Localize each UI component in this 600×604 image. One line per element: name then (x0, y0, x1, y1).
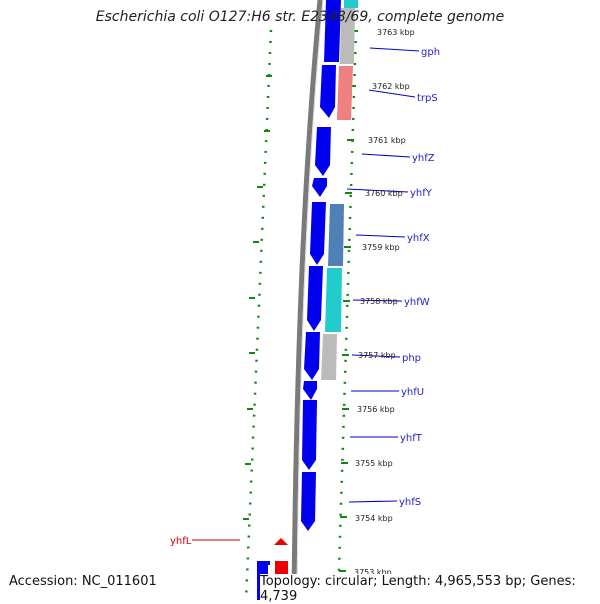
cds-arrow-gph (320, 65, 336, 118)
gene-leader-lines (346, 47, 420, 503)
cds-arrow-yhfW (307, 266, 323, 331)
cds-track (301, 0, 341, 531)
scale-label: 3762 kbp (372, 82, 410, 91)
cds-arrow-yhfY (312, 178, 327, 197)
cds-arrow-yhfL (274, 538, 288, 545)
genome-title: Escherichia coli O127:H6 str. E2348/69, … (95, 9, 505, 25)
gene-label-yhfS[interactable]: yhfS (399, 497, 421, 508)
gene-label-yhfU[interactable]: yhfU (401, 387, 424, 398)
cds-arrow-yhfZ (315, 127, 331, 176)
gene-label-yhfX[interactable]: yhfX (407, 233, 430, 244)
scale-label: 3754 kbp (355, 514, 393, 523)
feature-block-trpS (337, 66, 353, 120)
cds-arrow-yhfT (302, 400, 317, 470)
scale-label: 3756 kbp (357, 405, 395, 414)
gene-label-gph[interactable]: gph (421, 47, 440, 58)
accession-text: Accession: NC_011601 (9, 574, 157, 589)
gene-label-yhfY[interactable]: yhfY (410, 188, 433, 199)
cds-arrow-yhfS (301, 472, 316, 531)
scale-label: 3758 kbp (360, 297, 398, 306)
gene-label-trpS[interactable]: trpS (417, 93, 438, 104)
feature-block-yhfX (328, 204, 344, 266)
feature-block-yhfW (325, 268, 342, 332)
gene-label-yhfW[interactable]: yhfW (404, 297, 430, 308)
gene-label-yhfZ[interactable]: yhfZ (412, 153, 435, 164)
cds-arrow-yhfX (310, 202, 326, 265)
scale-label: 3759 kbp (362, 243, 400, 252)
feature-block-gray-php (321, 334, 337, 380)
gene-label-php[interactable]: php (402, 353, 421, 364)
genome-backbone (291, 0, 323, 600)
scale-label: 3755 kbp (355, 459, 393, 468)
cds-arrow (324, 0, 341, 62)
cds-arrow-php (304, 332, 320, 380)
feature-block-gray-top (340, 8, 355, 64)
feature-block-teal (344, 0, 358, 8)
outer-ring-major-ticks (243, 75, 272, 520)
scale-label: 3753 kbp (354, 568, 392, 577)
scale-label: 3760 kbp (365, 189, 403, 198)
backbone-highlight (296, 0, 324, 600)
cds-arrow-small (303, 381, 317, 400)
gene-label-yhfL[interactable]: yhfL (170, 536, 192, 547)
scale-label: 3757 kbp (358, 351, 396, 360)
outer-tick-ring (244, 29, 273, 600)
scale-label: 3763 kbp (377, 28, 415, 37)
gene-label-yhfT[interactable]: yhfT (400, 433, 423, 444)
scale-label: 3761 kbp (368, 136, 406, 145)
